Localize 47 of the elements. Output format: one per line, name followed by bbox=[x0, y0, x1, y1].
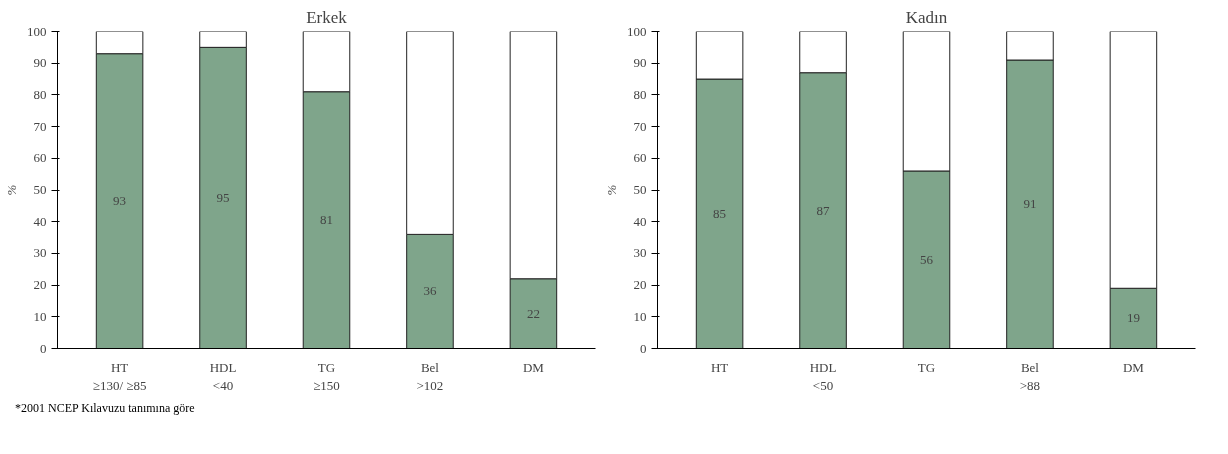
y-axis-title: % bbox=[4, 184, 19, 196]
y-tick-label: 60 bbox=[33, 150, 47, 166]
y-tick-label: 20 bbox=[633, 277, 647, 293]
y-tick-label: 40 bbox=[33, 213, 47, 229]
y-axis-title: % bbox=[604, 184, 619, 196]
y-tick-label: 0 bbox=[640, 340, 647, 356]
y-tick-label: 10 bbox=[33, 308, 47, 324]
data-label: 91 bbox=[1023, 196, 1037, 212]
x-tick-label: Bel >88 bbox=[1019, 359, 1041, 393]
y-tick-label: 80 bbox=[33, 86, 47, 102]
x-tick-label: DM bbox=[522, 359, 545, 375]
x-tick-label: HT bbox=[710, 359, 729, 375]
x-tick-label: HT ≥130/ ≥85 bbox=[92, 359, 147, 393]
x-tick-label: HDL <50 bbox=[809, 359, 837, 393]
y-tick-label: 70 bbox=[633, 118, 647, 134]
x-tick-label: TG bbox=[917, 359, 936, 375]
chart-title: Kadın bbox=[905, 7, 948, 27]
data-label: 93 bbox=[113, 193, 127, 209]
y-tick-label: 30 bbox=[633, 245, 647, 261]
y-tick-label: 90 bbox=[33, 55, 47, 71]
data-label: 22 bbox=[526, 305, 540, 321]
y-tick-label: 100 bbox=[27, 23, 47, 39]
y-tick-label: 40 bbox=[633, 213, 647, 229]
x-tick-label: TG ≥150 bbox=[313, 359, 340, 393]
text: *2001 NCEP Kılavuzu tanımına göre bbox=[15, 400, 195, 417]
y-tick-label: 10 bbox=[633, 308, 647, 324]
data-label: 56 bbox=[920, 251, 934, 267]
chart-title: Erkek bbox=[306, 7, 348, 27]
y-tick-label: 30 bbox=[33, 245, 47, 261]
data-label: 36 bbox=[423, 283, 437, 299]
y-tick-label: 50 bbox=[33, 182, 47, 197]
x-tick-label: Bel >102 bbox=[416, 359, 444, 393]
y-tick-label: 70 bbox=[33, 118, 47, 134]
data-label: 19 bbox=[1126, 310, 1140, 326]
y-tick-label: 50 bbox=[633, 182, 647, 197]
y-tick-label: 60 bbox=[633, 150, 647, 166]
data-label: 81 bbox=[320, 212, 333, 228]
y-tick-label: 0 bbox=[40, 340, 47, 356]
y-tick-label: 90 bbox=[633, 55, 647, 71]
y-tick-label: 80 bbox=[633, 86, 647, 102]
x-tick-label: DM bbox=[1122, 359, 1145, 375]
data-label: 95 bbox=[216, 189, 230, 205]
data-label: 87 bbox=[816, 202, 831, 218]
y-tick-label: 100 bbox=[627, 23, 647, 39]
y-tick-label: 20 bbox=[33, 277, 47, 293]
data-label: 85 bbox=[713, 205, 727, 221]
x-tick-label: HDL <40 bbox=[209, 359, 237, 393]
